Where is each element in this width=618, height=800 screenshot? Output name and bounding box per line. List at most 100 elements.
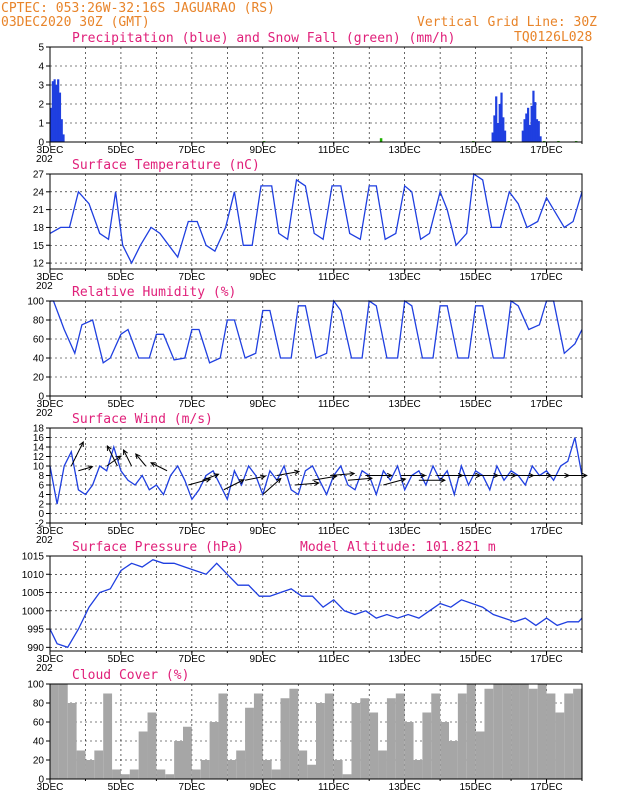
- precip-bar: [55, 85, 58, 142]
- cloud-bar: [316, 703, 325, 779]
- cloud-bar: [129, 769, 139, 779]
- wind-vector-head: [79, 440, 84, 448]
- x-tick-label: 17DEC: [530, 654, 562, 665]
- y-tick-label: 1005: [22, 588, 45, 599]
- cloud-bar: [76, 750, 86, 779]
- cloud-bar: [289, 688, 299, 779]
- x-tick-label: 15DEC: [459, 654, 491, 665]
- cloud-bar: [103, 693, 113, 779]
- wind-vector-shaft: [106, 445, 118, 467]
- y-tick-label: 0: [38, 138, 44, 149]
- wind-vector-shaft: [123, 449, 133, 467]
- cloud-bar: [85, 760, 95, 779]
- x-tick-label: 5DEC: [108, 272, 135, 283]
- x-tick-label: 17DEC: [530, 782, 562, 793]
- precip-bar: [62, 134, 65, 142]
- cloud-bar: [191, 769, 201, 779]
- cloud-bar: [262, 760, 272, 779]
- cloud-bar: [236, 750, 246, 779]
- header-model-code: TQ0126L028: [514, 30, 592, 45]
- x-tick-label: 7DEC: [179, 399, 206, 410]
- precip-bar: [537, 121, 540, 142]
- wind-vector-shaft: [262, 478, 282, 495]
- x-tick-label: 3DEC: [37, 526, 64, 537]
- x-tick-label: 3DEC: [37, 399, 64, 410]
- x-tick-label: 7DEC: [179, 654, 206, 665]
- wind-vector-shaft: [312, 475, 337, 481]
- panel-title: Cloud Cover (%): [72, 668, 189, 683]
- x-tick-label: 17DEC: [530, 526, 562, 537]
- cloud-bar: [67, 703, 77, 779]
- rh-line: [50, 299, 583, 364]
- precip-bar: [491, 132, 494, 142]
- y-tick-label: 12: [33, 452, 45, 463]
- wind-vector-shaft: [330, 473, 355, 476]
- x-tick-label: 7DEC: [179, 782, 206, 793]
- x-tick-label: 5DEC: [108, 145, 135, 156]
- cloud-bar: [431, 693, 441, 779]
- cloud-bar: [183, 726, 192, 779]
- wind-line: [49, 437, 583, 505]
- y-tick-label: 14: [33, 443, 45, 454]
- x-tick-label: 17DEC: [530, 145, 562, 156]
- y-tick-label: 24: [33, 187, 45, 198]
- cloud-bar: [147, 712, 157, 779]
- x-tick-label: 11DEC: [318, 272, 350, 283]
- x-tick-label: 13DEC: [389, 399, 421, 410]
- y-tick-label: 15: [33, 241, 45, 252]
- wind-vector: [135, 453, 147, 467]
- header-station: CPTEC: 053:26W-32:16S JAGUARAO (RS): [1, 1, 275, 16]
- x-tick-label: 9DEC: [249, 145, 276, 156]
- precip-bar: [534, 102, 537, 142]
- cloud-bar: [245, 707, 254, 779]
- wind-vector: [78, 465, 94, 472]
- wind-vector: [365, 472, 393, 479]
- panel-precip: 0 1 2 3 4 5 3DEC 5DEC 7DEC 9DEC 11DEC 13DEC 15DEC 17D…: [36, 31, 583, 165]
- precip-bar: [498, 104, 501, 142]
- y-tick-label: 995: [27, 625, 44, 636]
- panel-frame: [49, 555, 583, 652]
- x-tick-label: 15DEC: [459, 399, 491, 410]
- x-tick-label: 7DEC: [179, 272, 206, 283]
- x-year-fragment: 202: [36, 154, 53, 165]
- wind-vector-shaft: [135, 453, 147, 467]
- y-tick-label: 6: [38, 481, 44, 492]
- wind-vector-head: [440, 477, 447, 483]
- x-tick-label: 5DEC: [108, 526, 135, 537]
- precip-bar: [523, 119, 526, 142]
- wind-vector-head: [87, 465, 94, 471]
- cloud-bar: [378, 750, 387, 779]
- cloud-bar: [519, 684, 529, 779]
- precip-bar: [502, 117, 505, 142]
- x-tick-label: 13DEC: [389, 272, 421, 283]
- wind-vector-head: [386, 472, 393, 479]
- y-tick-label: 8: [38, 471, 44, 482]
- wind-vector-head: [313, 480, 320, 486]
- precip-bar: [495, 96, 498, 142]
- cloud-bar: [564, 693, 574, 779]
- wind-vector: [418, 477, 447, 483]
- wind-vector: [262, 477, 282, 495]
- cloud-bar: [138, 731, 148, 779]
- y-tick-label: 2: [38, 100, 44, 111]
- x-year-fragment: 202: [36, 535, 53, 546]
- cloud-bar: [333, 760, 343, 779]
- cloud-bar: [528, 688, 538, 779]
- cloud-bar: [502, 684, 512, 779]
- wind-vector-shaft: [78, 466, 93, 472]
- panel-title: Relative Humidity (%): [72, 285, 236, 300]
- temp-line: [49, 172, 583, 265]
- y-tick-label: 20: [33, 373, 45, 384]
- wind-vector-head: [260, 474, 267, 480]
- precip-bar: [50, 107, 53, 142]
- y-tick-label: 18: [33, 223, 45, 234]
- y-tick-label: 2: [38, 500, 44, 511]
- y-tick-label: 80: [33, 699, 45, 710]
- x-tick-label: 5DEC: [108, 399, 135, 410]
- cloud-bar: [324, 693, 334, 779]
- cloud-bar: [174, 741, 183, 779]
- x-tick-label: 3DEC: [37, 272, 64, 283]
- cloud-bar: [209, 722, 219, 779]
- x-tick-label: 9DEC: [249, 526, 276, 537]
- precip-bar: [493, 115, 496, 142]
